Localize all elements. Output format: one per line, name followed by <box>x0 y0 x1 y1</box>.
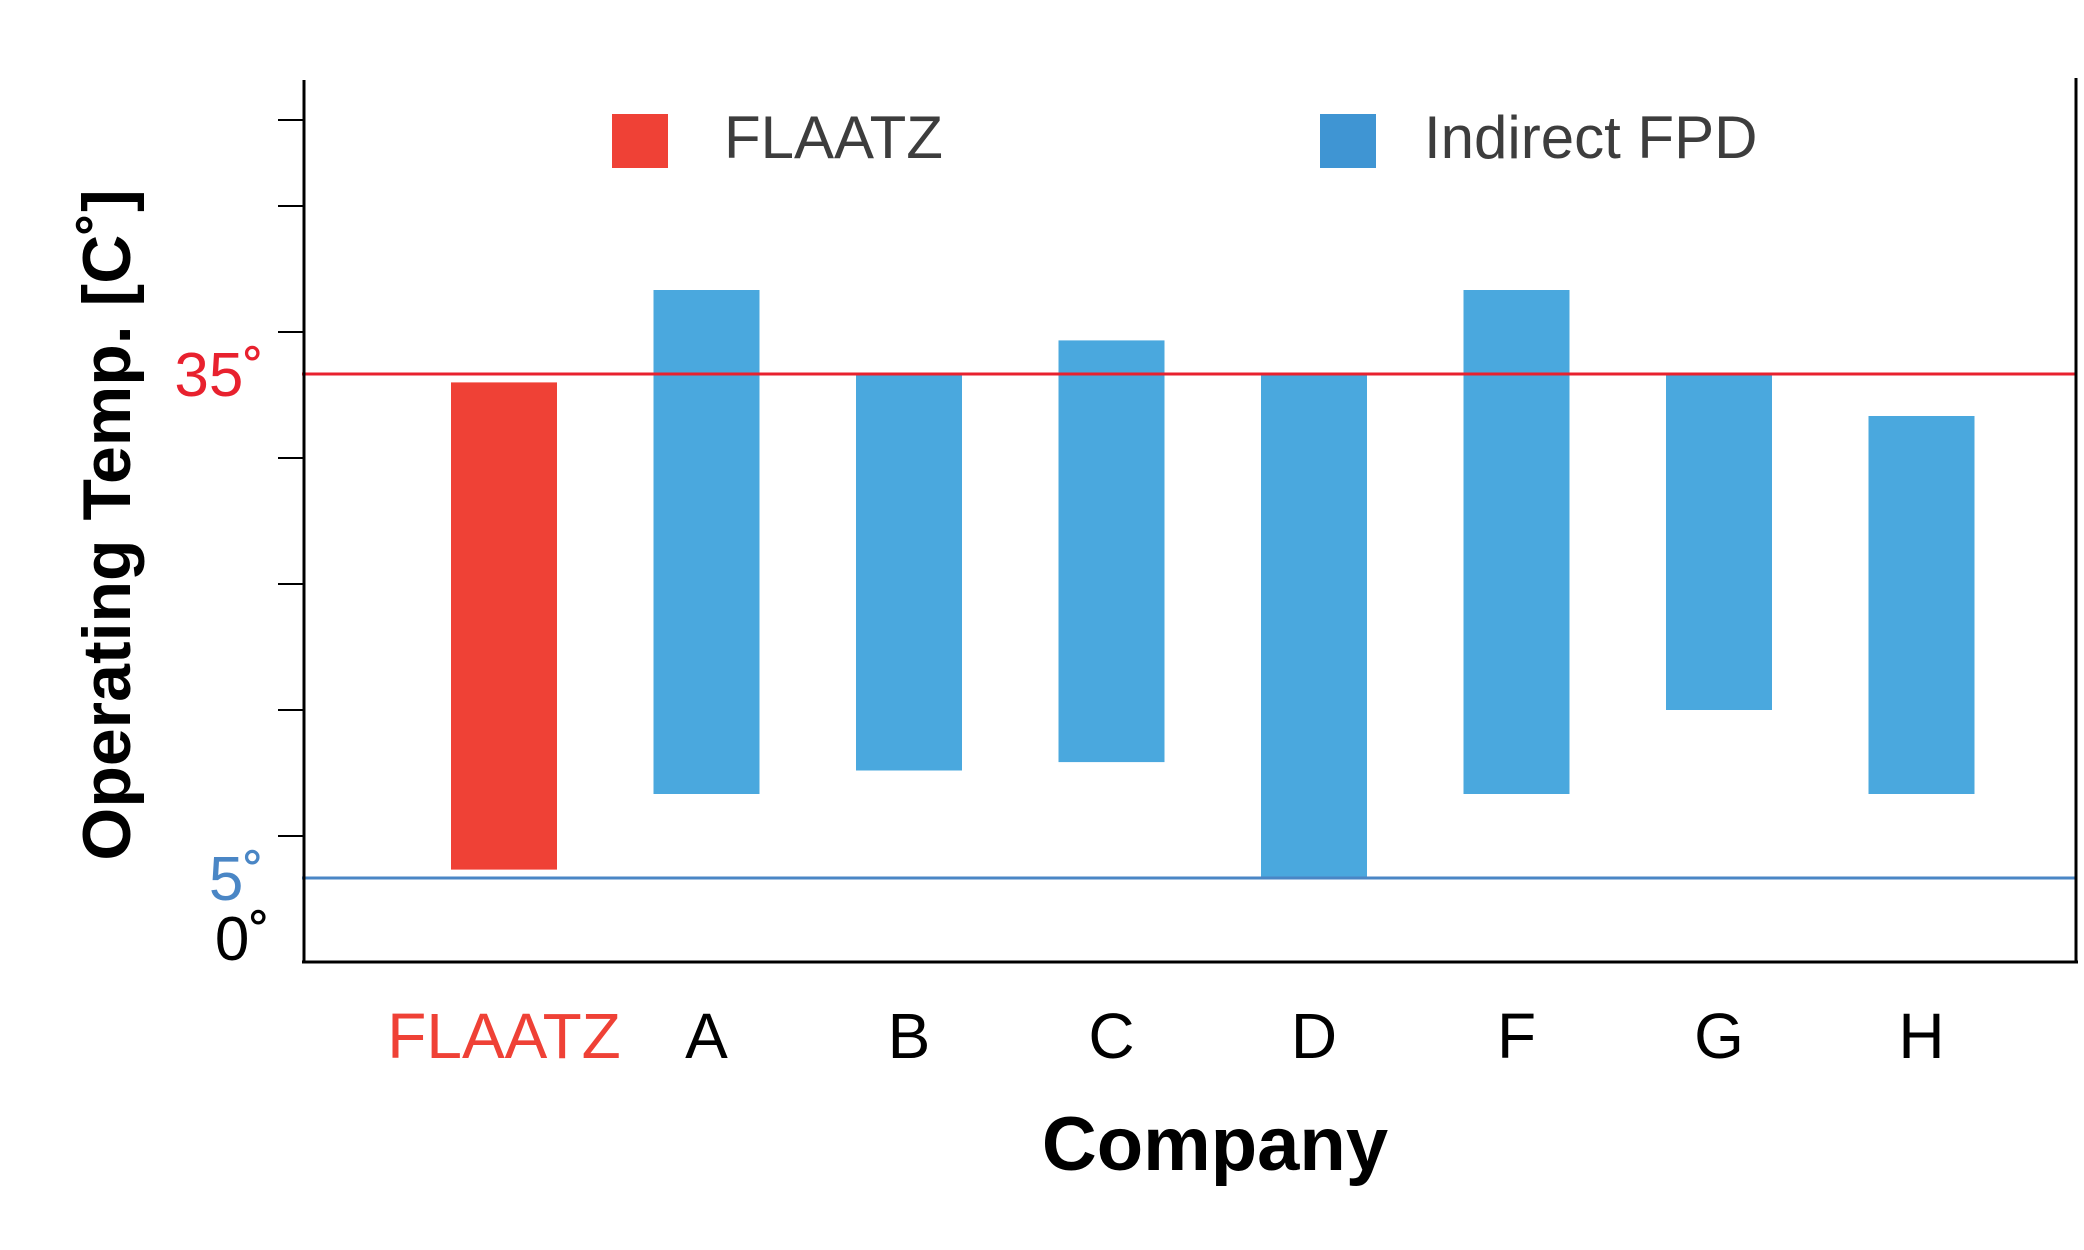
x-tick-label-f: F <box>1497 1000 1536 1072</box>
axes-layer <box>302 78 2078 964</box>
x-tick-label-a: A <box>685 1000 728 1072</box>
bar-a <box>653 290 760 794</box>
x-tick-label-c: C <box>1088 1000 1134 1072</box>
reference-label-5: 5˚ <box>209 845 264 914</box>
x-tick-label-b: B <box>888 1000 931 1072</box>
bar-b <box>856 374 962 771</box>
y-axis-title: Operating Temp. [C˚] <box>69 189 145 860</box>
legend-label-flaatz: FLAATZ <box>724 104 943 171</box>
bar-h <box>1868 416 1975 794</box>
legend-swatch-flaatz <box>612 114 668 168</box>
x-tick-label-d: D <box>1291 1000 1337 1072</box>
legend-swatch-indirect-fpd <box>1320 114 1376 168</box>
bar-c <box>1058 340 1165 763</box>
x-axis-title: Company <box>1042 1102 1388 1187</box>
bar-flaatz <box>451 382 557 870</box>
reference-label-35: 35˚ <box>174 341 264 410</box>
x-tick-label-flaatz: FLAATZ <box>387 1000 621 1072</box>
legend: FLAATZ Indirect FPD <box>612 104 1757 171</box>
bar-f <box>1463 290 1570 794</box>
legend-label-indirect-fpd: Indirect FPD <box>1424 104 1757 171</box>
y-axis-label-0: 0˚ <box>215 905 270 974</box>
x-tick-label-g: G <box>1694 1000 1744 1072</box>
bars-layer <box>451 290 1975 878</box>
reference-lines-layer <box>302 372 2076 880</box>
bar-d <box>1261 374 1367 878</box>
bar-g <box>1666 374 1772 710</box>
y-ticks-layer <box>278 119 304 837</box>
x-tick-label-h: H <box>1898 1000 1944 1072</box>
labels-layer: 35˚ 5˚0˚ FLAATZ A B C D F G H <box>174 341 1944 1072</box>
